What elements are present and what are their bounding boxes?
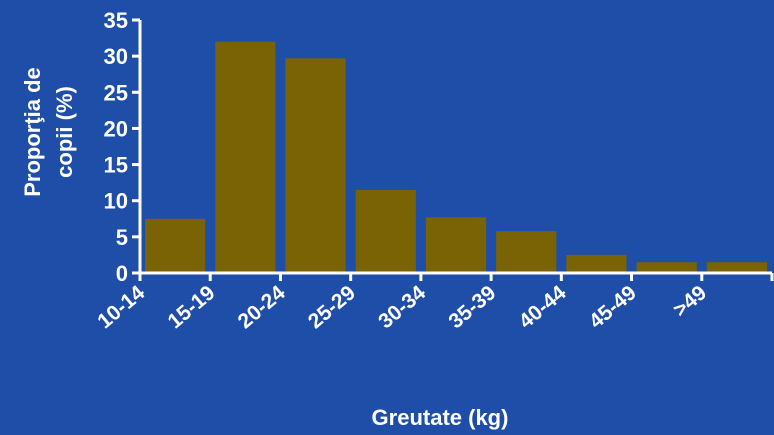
x-tick-label-20-24: 20-24	[234, 281, 290, 333]
axes	[138, 20, 772, 275]
bar-15-19	[215, 41, 276, 274]
y-tick-label: 15	[104, 153, 128, 178]
bar-40-44	[566, 254, 627, 273]
y-tick-label: 35	[104, 8, 128, 33]
y-tick-label: 10	[104, 189, 128, 214]
x-axis-ticks: 10-14 15-19 20-24 25-29 30-34 35-39 40-44 45-49…	[93, 273, 774, 333]
bars-group	[145, 41, 767, 274]
x-axis-title: Greutate (kg)	[372, 405, 509, 430]
x-tick-label-25-29: 25-29	[304, 281, 360, 333]
y-axis-title-line2: copii (%)	[52, 86, 77, 178]
x-tick-label-45-49: 45-49	[585, 281, 641, 333]
y-tick-label: 5	[116, 225, 128, 250]
bar-45-49	[636, 262, 697, 273]
x-tick-label-15-19: 15-19	[164, 281, 220, 333]
x-tick-label-30-34: 30-34	[374, 281, 430, 333]
x-tick-label->49: >49	[669, 281, 711, 322]
y-tick-label: 0	[116, 261, 128, 286]
x-tick-label-35-39: 35-39	[444, 281, 500, 333]
y-tick-label: 30	[104, 44, 128, 69]
bar->49	[706, 262, 767, 273]
y-tick-label: 20	[104, 116, 128, 141]
bar-30-34	[425, 217, 487, 273]
y-axis-ticks: 0 5 10 15 20 25 30 35	[104, 8, 140, 286]
bar-25-29	[355, 189, 416, 273]
x-tick-label-10-14: 10-14	[93, 281, 149, 333]
x-tick-label-40-44: 40-44	[515, 281, 571, 333]
bar-10-14	[145, 218, 206, 273]
y-tick-label: 25	[104, 80, 128, 105]
y-axis-title-line1: Proporţia de	[20, 67, 45, 197]
bar-35-39	[496, 231, 557, 273]
bar-20-24	[285, 58, 346, 273]
